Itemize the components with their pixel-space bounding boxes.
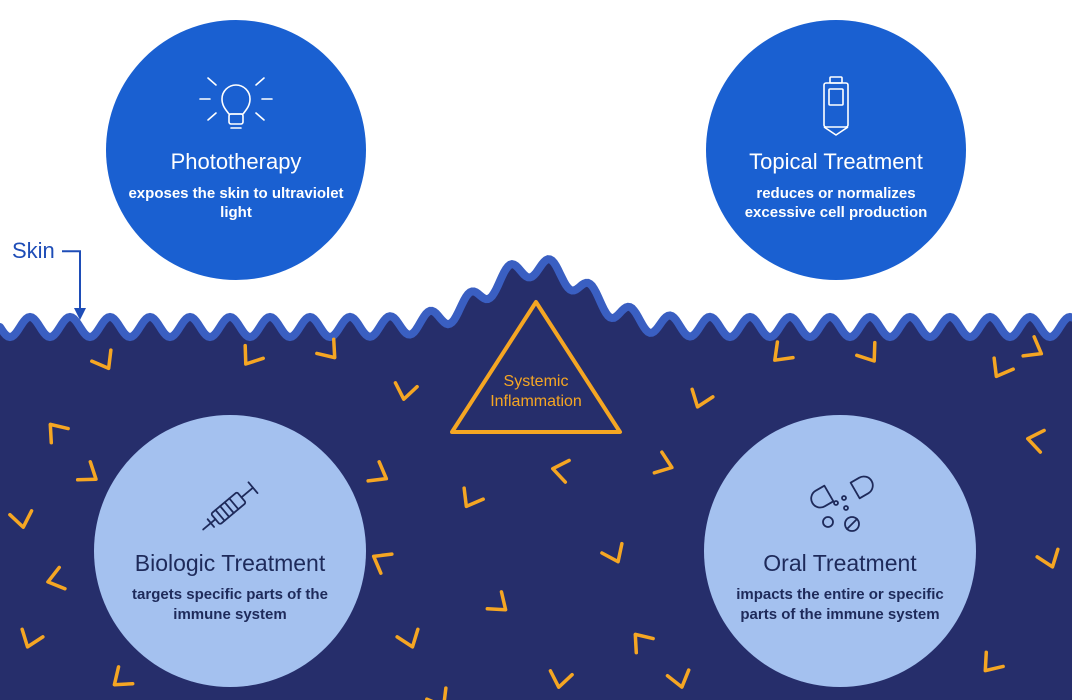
skin-arrow bbox=[0, 0, 1072, 700]
